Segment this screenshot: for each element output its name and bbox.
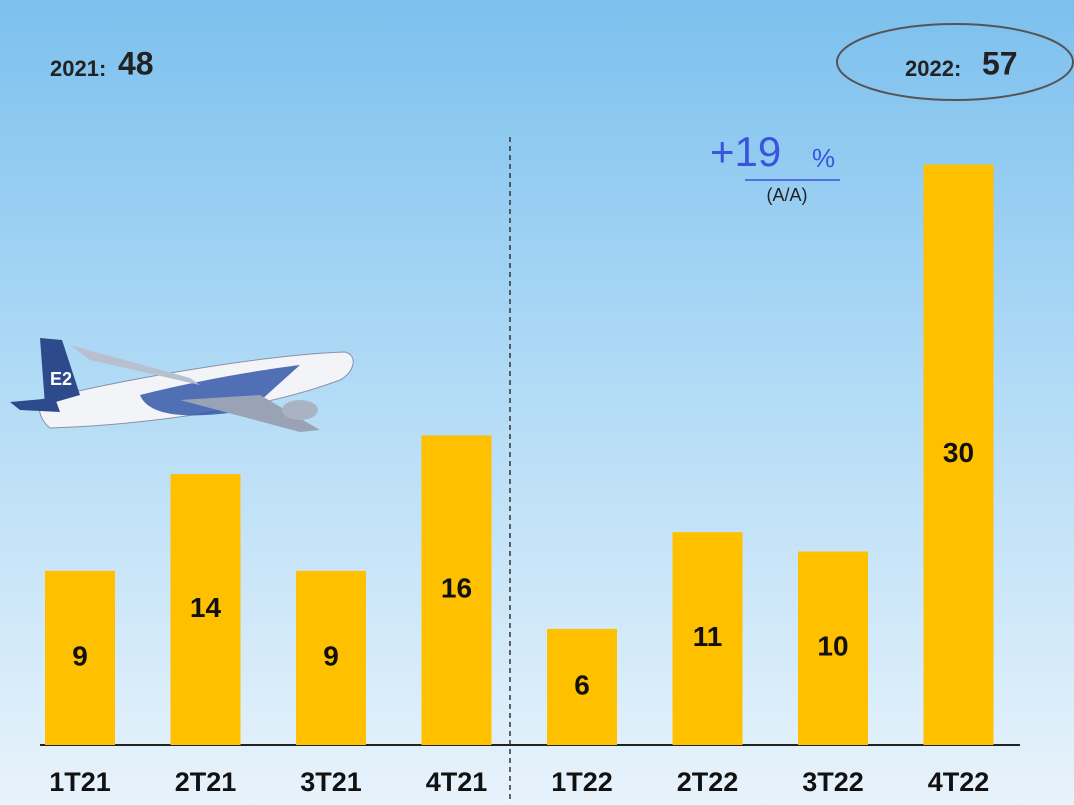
value-label: 6 [574,669,590,700]
bar [296,570,366,745]
svg-text:E2: E2 [50,369,72,389]
x-tick-label: 2T21 [175,767,237,797]
growth-basis: (A/A) [766,185,807,205]
x-tick-label: 3T21 [300,767,362,797]
bar [421,435,492,745]
year-total: 48 [118,45,154,81]
bar [45,570,115,745]
x-tick-label: 4T22 [928,767,990,797]
bar [170,474,241,745]
x-tick-label: 1T21 [49,767,111,797]
growth-unit: % [812,143,835,173]
value-label: 16 [441,573,472,604]
x-tick-label: 1T22 [551,767,613,797]
airplane: E2 [10,338,354,432]
bar [672,532,743,745]
value-label: 11 [693,621,723,652]
bar [547,628,617,745]
value-label: 14 [190,592,222,623]
x-tick-label: 3T22 [802,767,864,797]
growth-value: +19 [710,128,781,175]
x-tick-label: 4T21 [426,767,488,797]
value-label: 10 [817,631,848,662]
value-label: 30 [943,437,974,468]
value-label: 9 [72,640,88,671]
value-label: 9 [323,640,339,671]
x-tick-label: 2T22 [677,767,739,797]
bar [923,164,994,745]
highlight-ellipse [836,23,1074,101]
year-label: 2021: [50,56,106,81]
year-label: 2022: [905,56,961,81]
year-total: 57 [982,45,1018,81]
bar [798,551,868,745]
